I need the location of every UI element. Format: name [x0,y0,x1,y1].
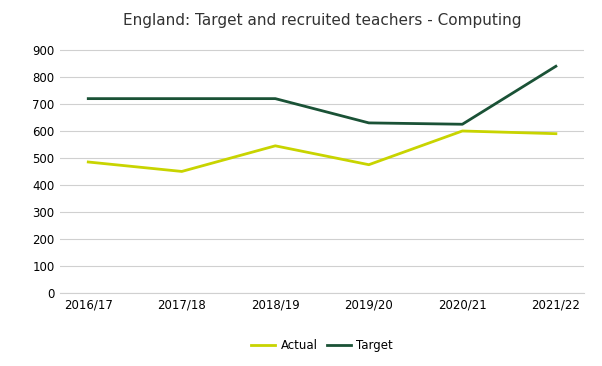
Legend: Actual, Target: Actual, Target [246,335,398,357]
Target [178,96,185,101]
Target [552,64,559,68]
Actual [178,169,185,173]
Target [459,122,466,126]
Line: Target: Target [88,66,556,124]
Actual [85,160,92,164]
Actual [459,129,466,133]
Target [365,121,373,125]
Target [85,96,92,101]
Target [272,96,279,101]
Title: England: Target and recruited teachers - Computing: England: Target and recruited teachers -… [123,14,521,29]
Actual [365,163,373,167]
Actual [272,143,279,148]
Line: Actual: Actual [88,131,556,171]
Actual [552,131,559,136]
